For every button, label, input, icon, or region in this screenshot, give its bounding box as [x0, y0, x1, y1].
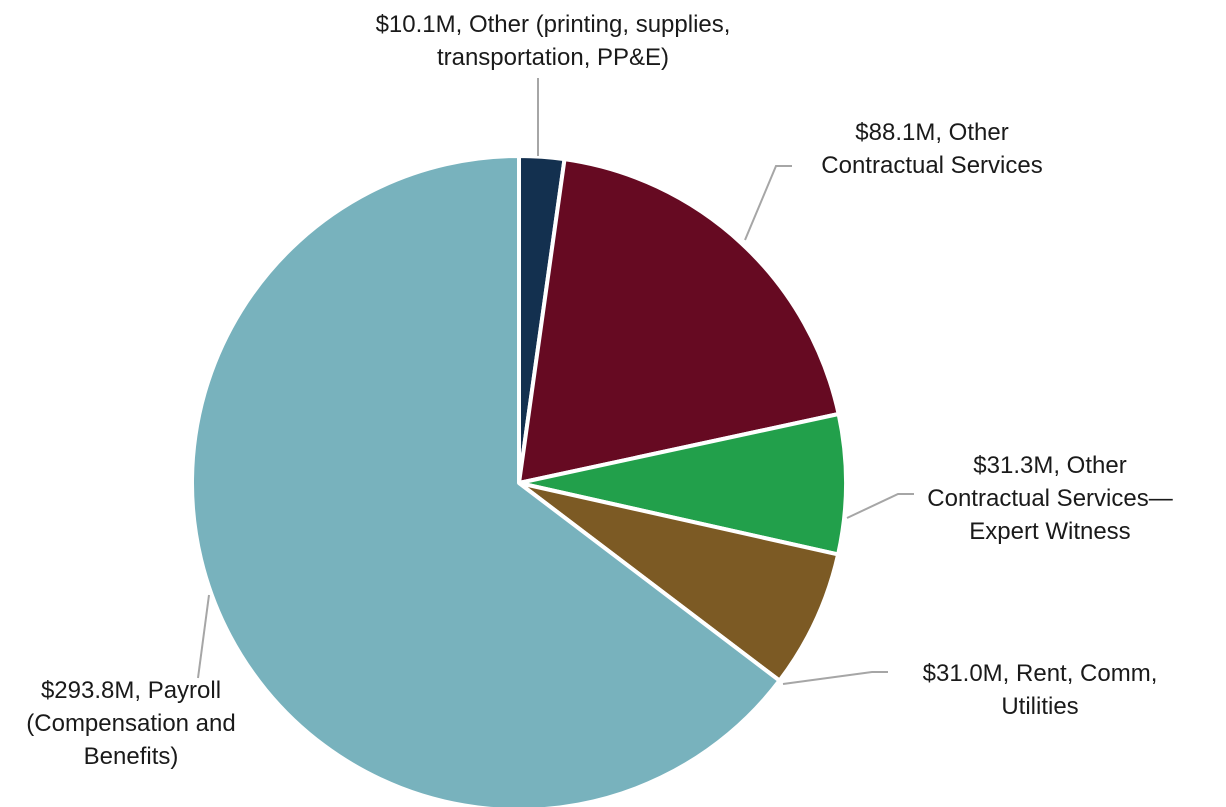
slice-label-line: Benefits) [84, 743, 179, 770]
pie-slice-4 [190, 154, 782, 807]
pie-slice-2 [517, 411, 848, 557]
slice-label-line: Expert Witness [969, 518, 1130, 545]
pie-slices [190, 154, 848, 807]
leader-lines [197, 78, 914, 685]
slice-label-1: $88.1M, Other Contractual Services [821, 119, 1042, 179]
slice-label-line: $31.3M, Other [973, 452, 1126, 479]
slice-label-3: $31.0M, Rent, Comm, Utilities [923, 660, 1158, 720]
leader-line-2 [846, 493, 914, 519]
slice-label-line: $31.0M, Rent, Comm, [923, 660, 1158, 687]
slice-label-line: (Compensation and [26, 710, 235, 737]
slice-labels: $10.1M, Other (printing, supplies, transp… [26, 11, 1172, 770]
slice-label-line: $10.1M, Other (printing, supplies, [376, 11, 731, 38]
leader-line-1 [744, 165, 792, 241]
slice-label-line: transportation, PP&E) [437, 44, 669, 71]
slice-label-line: Contractual Services [821, 152, 1042, 179]
slice-label-line: Utilities [1001, 693, 1078, 720]
leader-line-3 [782, 671, 888, 685]
leader-line-4 [197, 594, 210, 679]
slice-label-line: $293.8M, Payroll [41, 677, 221, 704]
pie-slice-1 [517, 157, 841, 485]
slice-label-0: $10.1M, Other (printing, supplies, transp… [376, 11, 731, 71]
slice-label-line: Contractual Services— [927, 485, 1172, 512]
slice-label-line: $88.1M, Other [855, 119, 1008, 146]
slice-label-2: $31.3M, Other Contractual Services— Expert… [927, 452, 1172, 545]
pie-slice-3 [517, 481, 841, 683]
slice-label-4: $293.8M, Payroll (Compensation and Benefit… [26, 677, 235, 770]
